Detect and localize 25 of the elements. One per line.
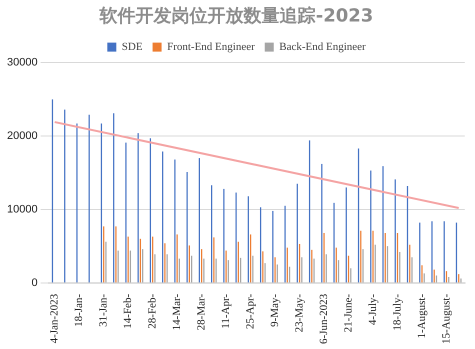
x-tick-label: 31-Jan-	[98, 294, 110, 327]
x-tick-label: 18-July-	[391, 294, 404, 331]
x-tick-label: 11-Apr-	[220, 294, 232, 329]
x-tick-label: 18-Jan-	[73, 294, 86, 327]
y-tick-label: 20000	[6, 130, 38, 142]
x-tick-label: 4-July-	[366, 294, 379, 326]
legend-label: Back-End Engineer	[279, 40, 366, 53]
x-tick-label: 21-June-	[342, 294, 354, 332]
y-tick-label: 30000	[6, 56, 38, 69]
x-tick-label: 23-May-	[293, 294, 306, 332]
legend-label: Front-End Engineer	[167, 40, 256, 53]
x-tick-label: 15-August-	[440, 294, 452, 344]
x-tick-label: 14-Feb-	[122, 294, 134, 329]
x-tick-label: 6-Jun-2023	[318, 293, 330, 344]
x-tick-label: 25-Apr-	[244, 294, 256, 330]
x-tick-label: 14-Mar-	[171, 294, 184, 330]
x-tick-label: 28-Mar-	[196, 294, 208, 330]
legend-label: SDE	[122, 40, 143, 53]
x-tick-label: 4-Jan-2023	[48, 293, 61, 344]
y-tick-label: 10000	[6, 203, 38, 216]
chart-title: 软件开发岗位开放数量追踪-2023	[98, 5, 374, 26]
x-tick-label: 1-August-	[416, 294, 428, 338]
x-tick-label: 9-May-	[268, 294, 281, 327]
x-tick-label: 28-Feb-	[146, 294, 159, 329]
y-tick-label: 0	[31, 276, 38, 289]
